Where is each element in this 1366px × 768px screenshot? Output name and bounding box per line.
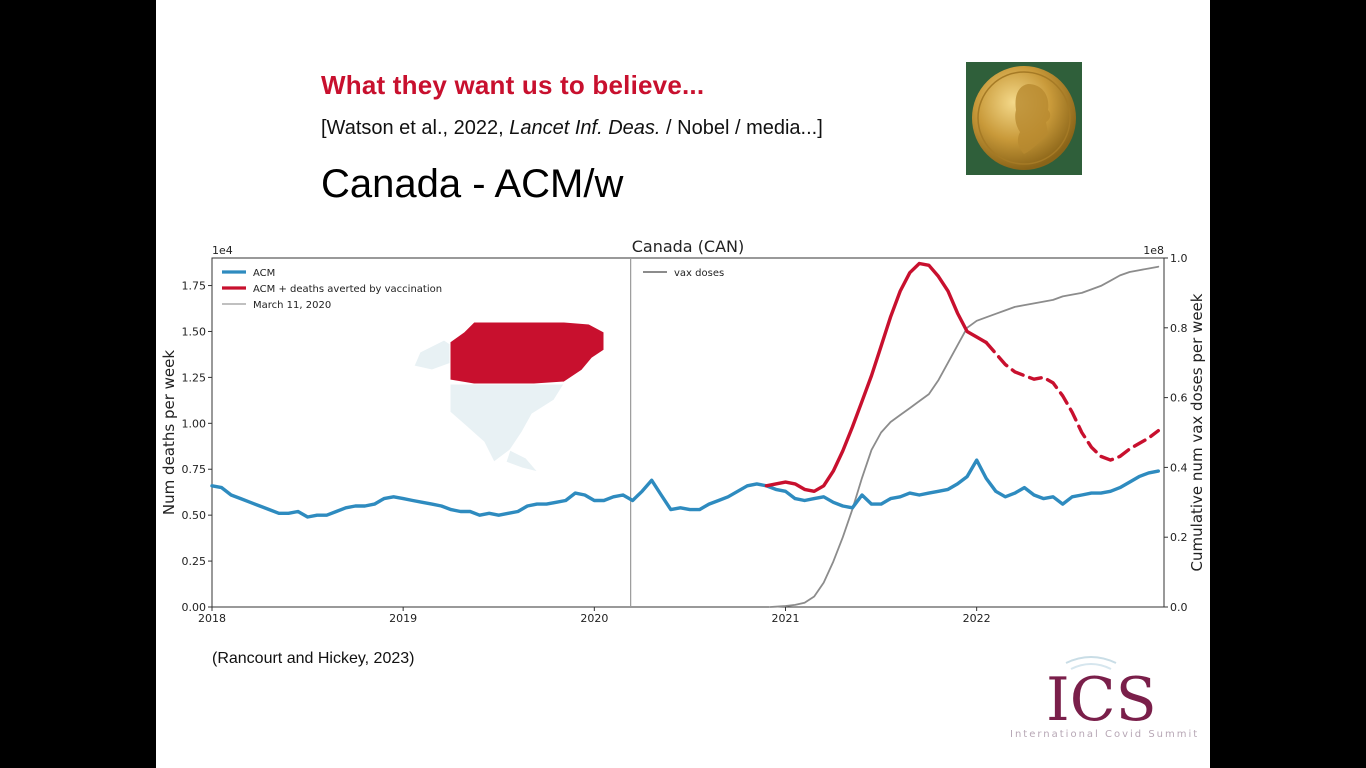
ics-logo: ICS International Covid Summit bbox=[996, 655, 1206, 745]
nobel-medal-image bbox=[966, 62, 1082, 175]
y-tick-label: 0.75 bbox=[182, 463, 207, 476]
citation: [Watson et al., 2022, Lancet Inf. Deas. … bbox=[321, 117, 823, 140]
y-tick-label: 0.00 bbox=[182, 601, 207, 614]
nobel-medal-icon bbox=[972, 66, 1076, 170]
series-line-acm bbox=[210, 458, 1160, 519]
plot-frame bbox=[211, 257, 1165, 608]
y-tick-label: 1.25 bbox=[182, 371, 207, 384]
series-line-acm-deaths-averted-by-vaccination-dashed- bbox=[984, 340, 1160, 462]
x-tick-label: 2019 bbox=[389, 612, 417, 625]
y2-tick-label: 1.0 bbox=[1170, 252, 1188, 265]
legend-label: ACM bbox=[253, 268, 275, 279]
y2-tick-label: 0.8 bbox=[1170, 322, 1188, 335]
y-tick-label: 0.50 bbox=[182, 509, 207, 522]
citation-prefix: [Watson et al., 2022, bbox=[321, 117, 510, 139]
canada-shape bbox=[449, 321, 605, 385]
y-tick-label: 1.00 bbox=[182, 417, 207, 430]
canada-map-inset bbox=[413, 321, 605, 473]
x-tick-label: 2018 bbox=[198, 612, 226, 625]
chart-svg: Canada (CAN) 1e4 1e8 0.00 0.25 0.50 0.75 1.00 1.… bbox=[160, 237, 1206, 625]
x-tick-label: 2022 bbox=[963, 612, 991, 625]
alaska-shape bbox=[413, 339, 455, 371]
y2-tick-label: 0.4 bbox=[1170, 461, 1188, 474]
slide-headline: What they want us to believe... bbox=[321, 70, 705, 100]
y-tick-label: 0.25 bbox=[182, 555, 207, 568]
series-line-vax-doses bbox=[769, 265, 1160, 608]
usa-shape bbox=[449, 383, 565, 463]
x-tick-label: 2021 bbox=[771, 612, 799, 625]
slide: What they want us to believe... [Watson … bbox=[156, 0, 1210, 768]
y-scale-label: 1e4 bbox=[212, 244, 233, 257]
logo-subtitle: International Covid Summit bbox=[1010, 729, 1199, 740]
y-tick-label: 1.75 bbox=[182, 280, 207, 293]
central-america-shape bbox=[505, 449, 540, 473]
legend-label: March 11, 2020 bbox=[253, 300, 331, 311]
chart: Canada (CAN) 1e4 1e8 0.00 0.25 0.50 0.75 1.00 1.… bbox=[156, 230, 1210, 635]
y2-tick-label: 0.2 bbox=[1170, 531, 1188, 544]
y2-tick-label: 0.6 bbox=[1170, 392, 1188, 405]
x-tick-label: 2020 bbox=[580, 612, 608, 625]
y-tick-label: 1.50 bbox=[182, 325, 207, 338]
chart-title: Canada (CAN) bbox=[632, 237, 745, 256]
y-axis-label: Num deaths per week bbox=[160, 350, 178, 515]
y2-axis-label: Cumulative num vax doses per week bbox=[1188, 293, 1206, 571]
citation-journal: Lancet Inf. Deas. bbox=[509, 117, 661, 139]
logo-text: ICS bbox=[1046, 665, 1157, 735]
slide-title: Canada - ACM/w bbox=[321, 162, 624, 206]
legend-label: ACM + deaths averted by vaccination bbox=[253, 284, 442, 295]
source-citation: (Rancourt and Hickey, 2023) bbox=[212, 650, 415, 667]
y2-scale-label: 1e8 bbox=[1143, 244, 1164, 257]
legend-label: vax doses bbox=[674, 268, 724, 279]
citation-suffix: / Nobel / media...] bbox=[660, 117, 823, 139]
y2-tick-label: 0.0 bbox=[1170, 601, 1188, 614]
series-line-acm-deaths-averted-by-vaccination bbox=[764, 261, 988, 493]
ics-logo-icon: ICS International Covid Summit bbox=[1010, 656, 1199, 740]
